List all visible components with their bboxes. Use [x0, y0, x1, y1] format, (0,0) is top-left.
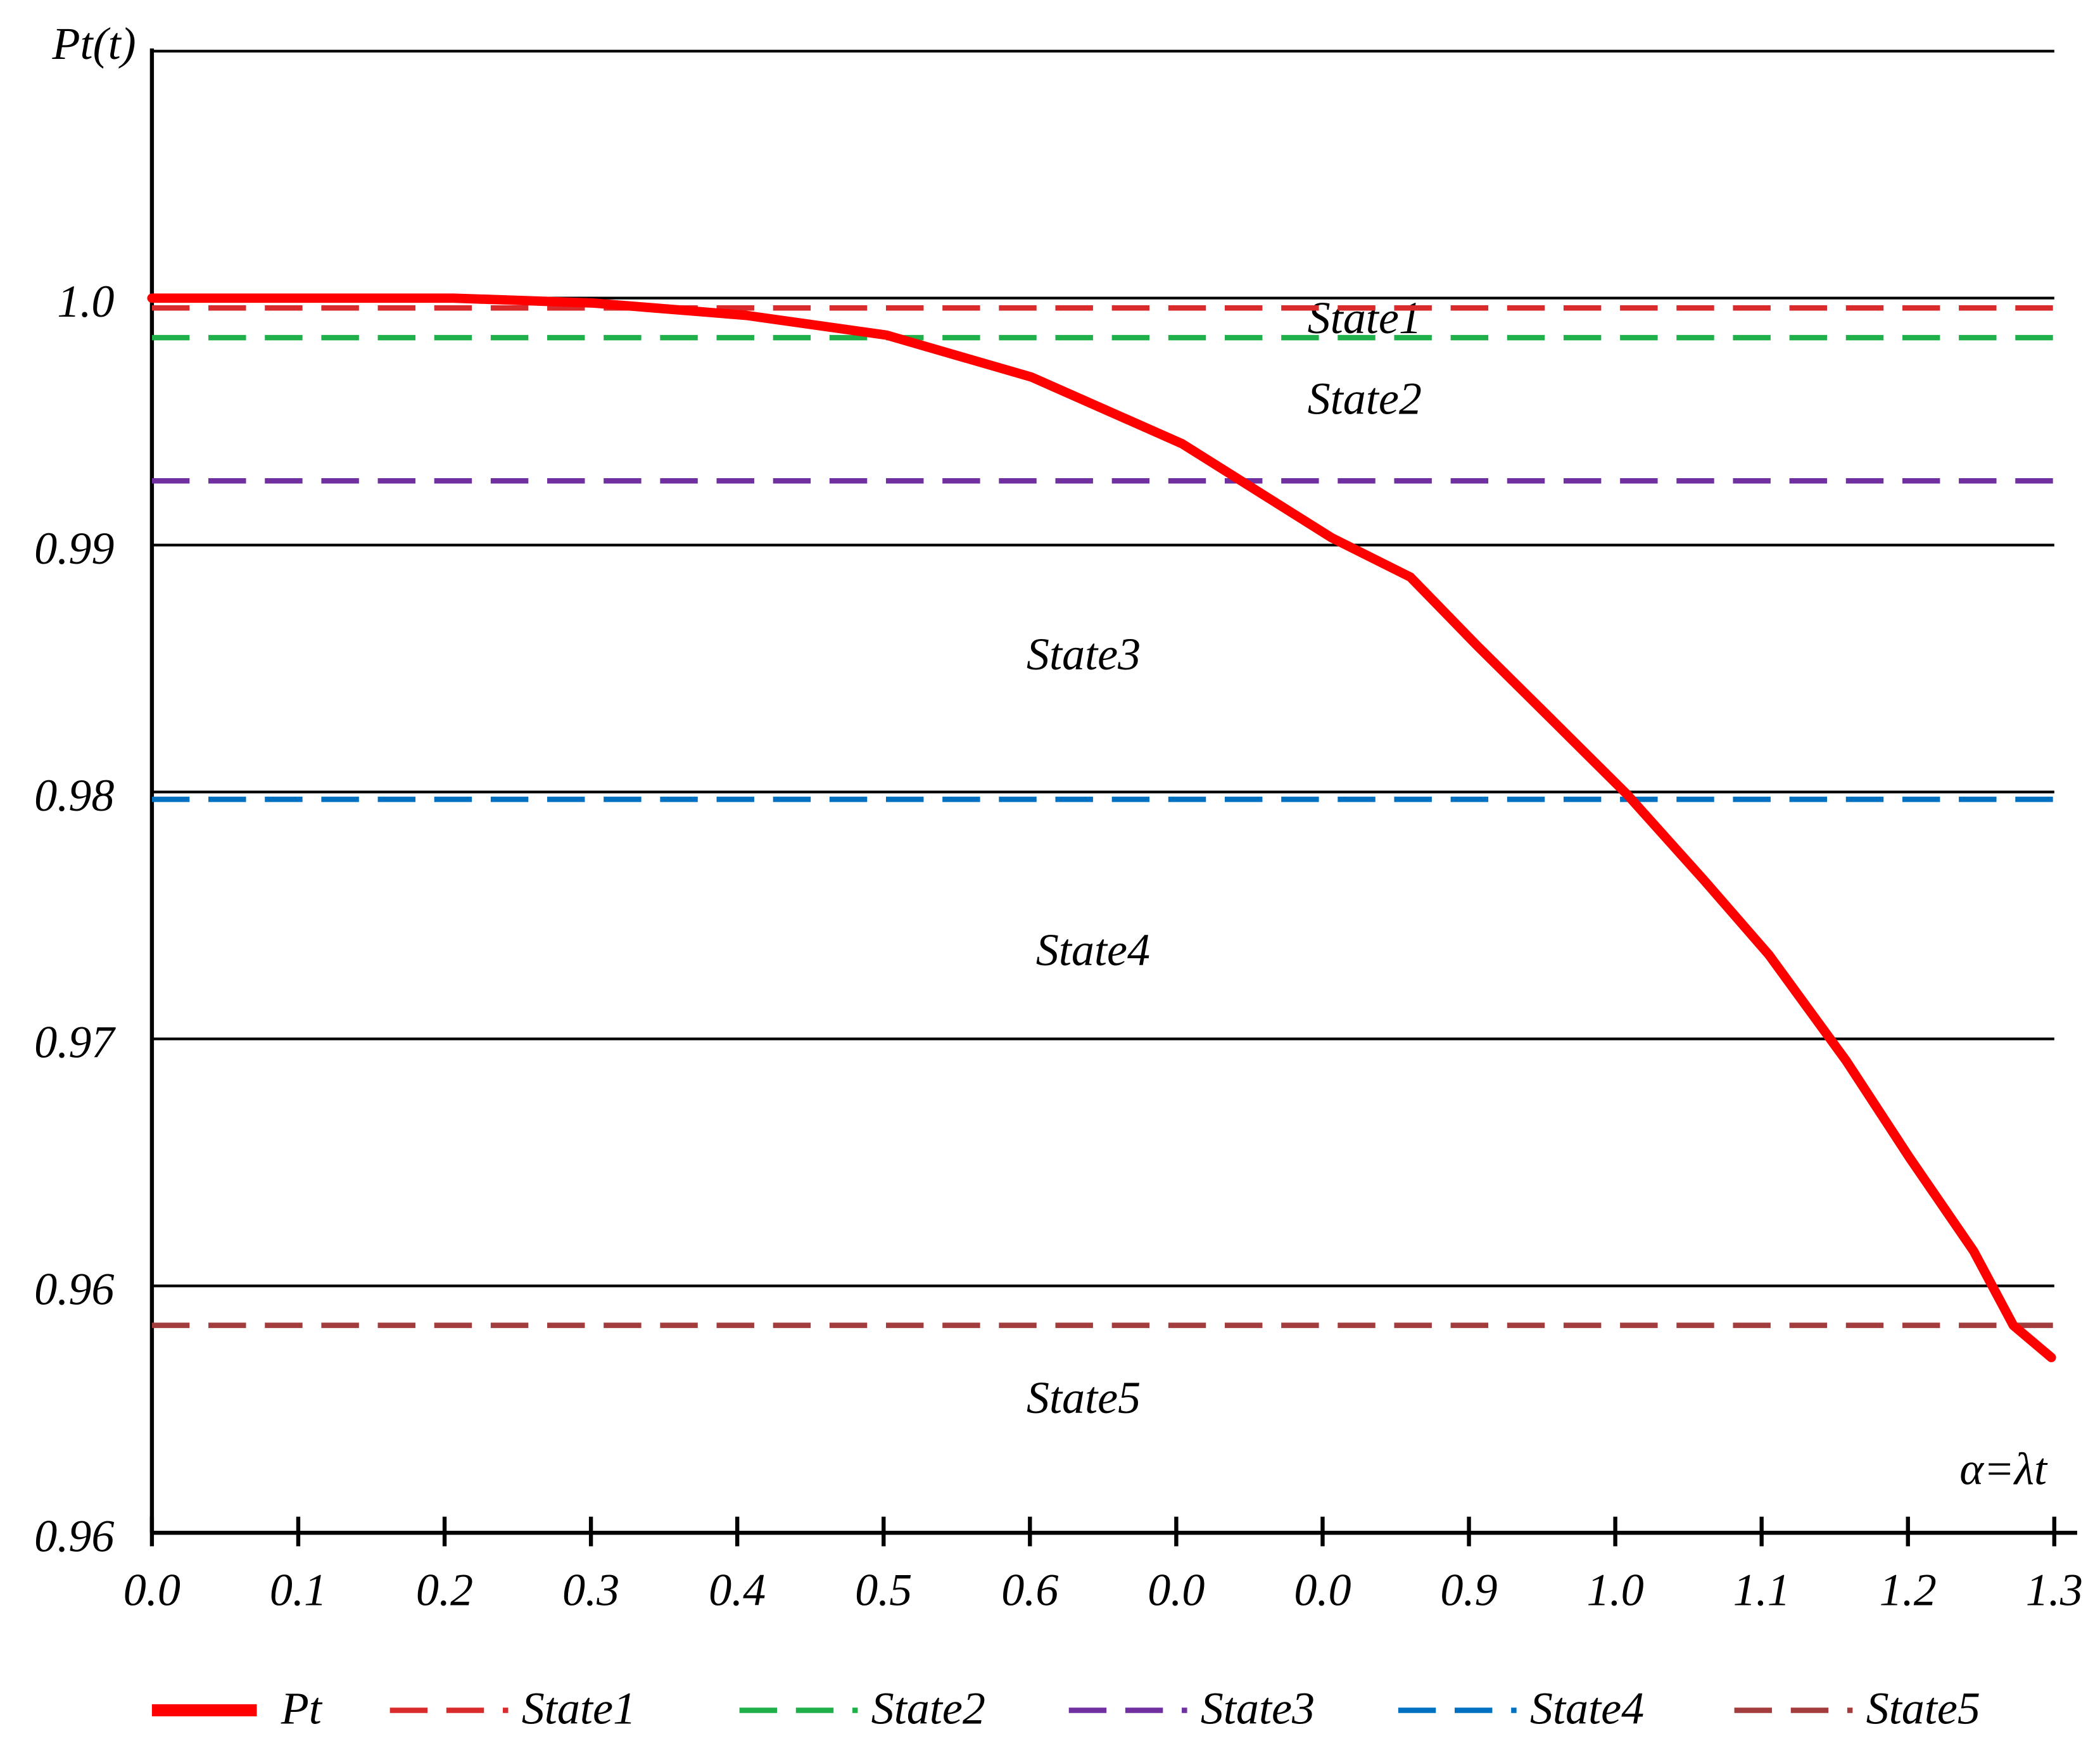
- x-tick-label: 0.9: [1440, 1564, 1497, 1615]
- x-tick-label: 0.0: [1148, 1564, 1205, 1615]
- x-tick-label: 1.3: [2026, 1564, 2083, 1615]
- x-tick-label: 0.4: [709, 1564, 766, 1615]
- x-tick-label: 1.2: [1880, 1564, 1937, 1615]
- x-tick-label: 0.2: [416, 1564, 473, 1615]
- y-axis-label: Pt(t): [51, 18, 136, 69]
- y-tick-label: 0.97: [34, 1017, 116, 1068]
- y-tick-label: 0.98: [34, 770, 114, 821]
- region-label: State1: [1308, 293, 1422, 343]
- region-label: State3: [1027, 629, 1141, 680]
- y-tick-label: 0.99: [34, 523, 114, 574]
- legend-label: State3: [1201, 1683, 1315, 1733]
- x-tick-label: 0.3: [562, 1564, 619, 1615]
- x-tick-label: 0.6: [1001, 1564, 1058, 1615]
- x-tick-label: 0.5: [855, 1564, 912, 1615]
- x-tick-label: 0.0: [1294, 1564, 1351, 1615]
- region-label: State2: [1308, 374, 1422, 424]
- region-label: State4: [1036, 925, 1150, 975]
- x-tick-label: 0.0: [123, 1564, 180, 1615]
- x-tick-label: 1.0: [1587, 1564, 1644, 1615]
- y-tick-label: 1.0: [57, 276, 114, 327]
- region-label: State5: [1027, 1372, 1141, 1423]
- x-tick-label: 1.1: [1733, 1564, 1790, 1615]
- x-tick-label: 0.1: [270, 1564, 327, 1615]
- legend-label: State1: [522, 1683, 636, 1733]
- x-axis-label: α=λt: [1959, 1443, 2048, 1494]
- y-tick-label: 0.96: [34, 1264, 114, 1315]
- legend-label: State2: [871, 1683, 985, 1733]
- legend-label: Pt: [281, 1683, 323, 1733]
- legend-label: State4: [1530, 1683, 1644, 1733]
- y-tick-label: 0.96: [34, 1511, 114, 1562]
- legend-label: State5: [1866, 1683, 1980, 1733]
- series-line: [147, 293, 2056, 1362]
